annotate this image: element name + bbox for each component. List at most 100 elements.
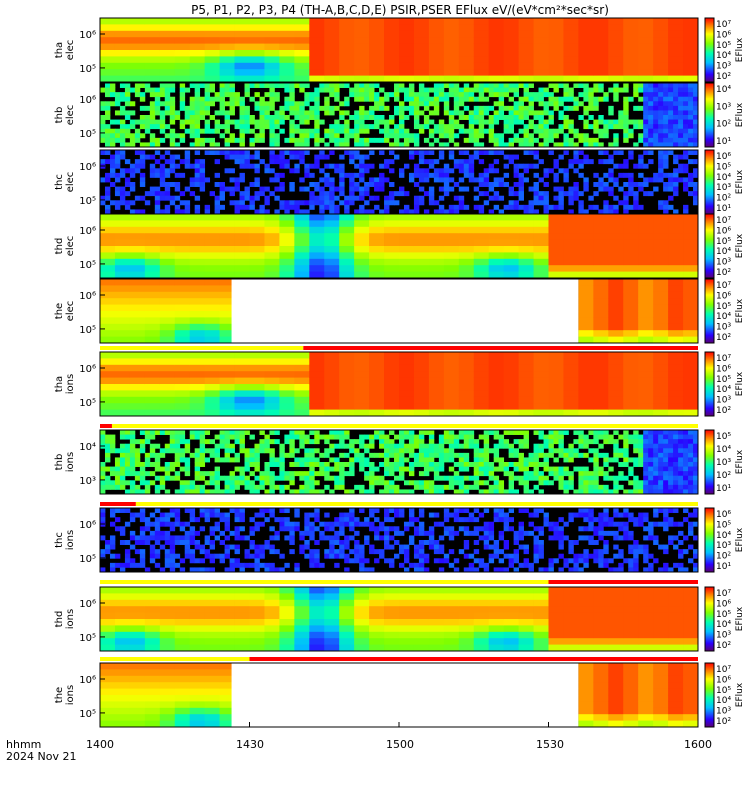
spectrogram-cell [169, 182, 176, 187]
spectrogram-cell [394, 96, 400, 102]
spectrogram-cell [179, 159, 186, 165]
spectrogram-cell [623, 448, 629, 454]
spectrogram-cell [423, 177, 430, 183]
spectrogram-cell [254, 558, 260, 564]
spectrogram-cell [374, 466, 380, 472]
spectrogram-cell [279, 396, 295, 404]
spectrogram-cell [324, 24, 340, 32]
spectrogram-cell [568, 480, 574, 486]
spectrogram-cell [359, 128, 365, 134]
spectrogram-cell [294, 43, 310, 51]
spectrogram-cell [608, 489, 614, 495]
spectrogram-cell [319, 137, 325, 143]
spectrogram-cell [473, 396, 490, 404]
spectrogram-cell [653, 128, 659, 134]
spectrogram-cell [369, 384, 385, 391]
spectrogram-cell [573, 430, 579, 435]
spectrogram-cell [214, 209, 220, 215]
spectrogram-cell [384, 462, 390, 467]
spectrogram-cell [304, 471, 310, 477]
spectrogram-cell [413, 396, 430, 404]
spectrogram-cell [294, 526, 300, 532]
spectrogram-cell [144, 220, 161, 228]
spectrogram-cell [668, 150, 674, 155]
spectrogram-cell [304, 484, 310, 490]
spectrogram-cell [204, 403, 220, 410]
spectrogram-cell [349, 443, 355, 449]
spectrogram-cell [234, 480, 240, 486]
spectrogram-cell [299, 530, 305, 536]
spectrogram-cell [463, 489, 470, 495]
spectrogram-cell [618, 475, 624, 481]
spectrogram-cell [658, 154, 664, 160]
spectrogram-cell [109, 544, 116, 550]
spectrogram-cell [638, 75, 654, 83]
spectrogram-cell [304, 462, 310, 467]
spectrogram-cell [468, 443, 475, 449]
spectrogram-cell [548, 115, 554, 120]
spectrogram-cell [144, 358, 161, 366]
spectrogram-cell [299, 119, 305, 125]
spectrogram-cell [633, 480, 639, 486]
spectrogram-cell [688, 105, 694, 111]
spectrogram-cell [648, 159, 654, 165]
spectrogram-cell [653, 336, 669, 344]
spectrogram-cell [563, 124, 569, 130]
spectrogram-cell [503, 69, 519, 76]
spectrogram-cell [219, 258, 235, 266]
spectrogram-cell [613, 96, 619, 102]
spectrogram-cell [523, 177, 529, 183]
spectrogram-cell [254, 105, 260, 111]
spectrogram-cell [294, 265, 310, 272]
spectrogram-cell [114, 69, 131, 76]
spectrogram-cell [468, 475, 475, 481]
spectrogram-cell [658, 462, 664, 467]
spectrogram-cell [204, 540, 211, 545]
spectrogram-cell [209, 558, 216, 564]
spectrogram-cell [249, 271, 265, 279]
spectrogram-cell [518, 83, 524, 88]
spectrogram-cell [638, 390, 654, 398]
spectrogram-cell [678, 119, 684, 125]
spectrogram-cell [663, 133, 669, 139]
spectrogram-cell [189, 50, 206, 57]
spectrogram-cell [453, 119, 460, 125]
spectrogram-cell [359, 177, 365, 183]
spectrogram-cell [608, 43, 624, 51]
spectrogram-cell [668, 128, 674, 134]
spectrogram-cell [334, 562, 340, 568]
spectrogram-cell [663, 137, 669, 143]
spectrogram-cell [104, 110, 111, 116]
spectrogram-cell [578, 56, 594, 64]
spectrogram-cell [100, 195, 106, 201]
spectrogram-cell [688, 115, 694, 120]
spectrogram-cell [533, 409, 549, 417]
spectrogram-cell [159, 220, 176, 228]
spectrogram-cell [189, 489, 196, 495]
spectrogram-cell [309, 195, 315, 201]
spectrogram-cell [638, 323, 654, 331]
spectrogram-cell [463, 105, 470, 111]
spectrogram-cell [254, 544, 260, 550]
spectrogram-cell [324, 172, 330, 178]
spectrogram-cell [269, 480, 275, 486]
spectrogram-cell [214, 508, 220, 513]
spectrogram-cell [339, 191, 345, 197]
spectrogram-cell [573, 142, 579, 148]
spectrogram-cell [428, 186, 435, 192]
spectrogram-cell [124, 553, 131, 559]
spectrogram-cell [638, 220, 654, 228]
spectrogram-cell [259, 119, 265, 125]
spectrogram-cell [324, 258, 340, 266]
spectrogram-cell [533, 195, 539, 201]
spectrogram-cell [269, 133, 275, 139]
spectrogram-cell [194, 87, 201, 93]
spectrogram-cell [114, 298, 131, 305]
spectrogram-cell [144, 246, 161, 253]
spectrogram-cell [413, 182, 420, 187]
spectrogram-cell [668, 37, 684, 44]
spectrogram-cell [104, 92, 111, 98]
spectrogram-cell [379, 177, 385, 183]
spectrogram-cell [538, 443, 544, 449]
spectrogram-cell [683, 18, 699, 25]
